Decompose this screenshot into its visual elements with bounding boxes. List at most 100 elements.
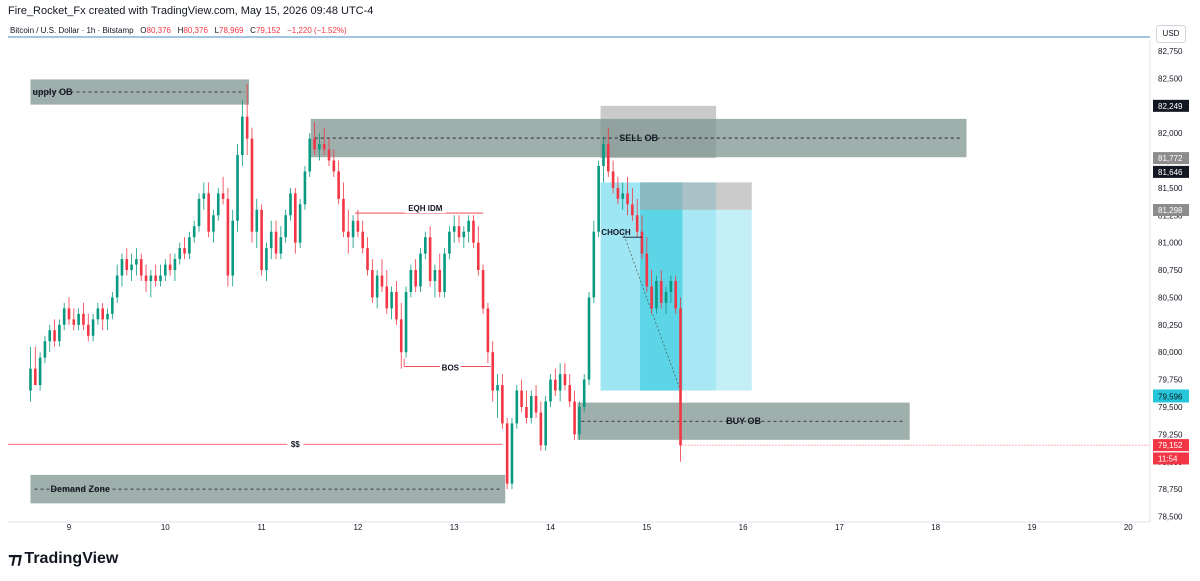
candle-body (106, 313, 109, 320)
candle-body (67, 308, 71, 320)
y-tick-label: 78,500 (1158, 513, 1183, 522)
candle-body (529, 396, 533, 418)
candle-body (679, 308, 682, 446)
annotation-label: $$ (291, 440, 300, 449)
candle-body (563, 374, 567, 386)
zone-label: BUY OB (726, 416, 761, 426)
candle-body (520, 390, 523, 407)
y-tick-label: 80,250 (1158, 321, 1183, 330)
candle-body (250, 138, 254, 232)
candle-body (664, 291, 668, 303)
candle-body (144, 275, 148, 281)
price-tags: 82,24981,77281,64681,29879,60579,59679,1… (1153, 99, 1189, 465)
candle-body (279, 237, 283, 254)
annotation-label: BOS (442, 363, 460, 372)
x-tick-label: 13 (450, 523, 459, 532)
candle-body (337, 171, 340, 199)
candle-body (130, 264, 133, 271)
candle-body (380, 275, 384, 287)
candle-body (62, 308, 66, 325)
candle-body (549, 379, 552, 402)
price-tag-label: 81,772 (1158, 154, 1183, 163)
symbol-name[interactable]: Bitcoin / U.S. Dollar · 1h · Bitstamp (10, 26, 134, 35)
position-box (640, 182, 752, 210)
candle-body (443, 253, 446, 292)
candle-body (491, 352, 495, 391)
tv-logo-icon: ⁊⁊ (8, 551, 22, 568)
y-tick-label: 82,750 (1158, 47, 1183, 56)
candle-body (635, 215, 639, 232)
candle-body (452, 226, 456, 232)
candle-body (467, 220, 470, 232)
candle-body (154, 275, 157, 281)
grid (8, 36, 1151, 523)
candle-body (476, 242, 480, 271)
price-tag-bg (1153, 390, 1189, 403)
candle-body (592, 231, 596, 298)
candle-body (236, 155, 239, 221)
zone-label: Demand Zone (50, 484, 110, 494)
candle-body (645, 253, 649, 287)
candle-body (202, 193, 206, 199)
candle-body (192, 226, 196, 238)
candle-body (77, 313, 80, 325)
price-tag-bg (1153, 99, 1189, 112)
candle-body (241, 116, 244, 156)
zone-label: SELL OB (619, 133, 658, 143)
candle-body (91, 319, 95, 336)
candle-body (274, 231, 278, 254)
candle-body (462, 231, 466, 238)
candle-body (424, 237, 427, 254)
open-label: O (140, 26, 147, 35)
x-tick-label: 17 (835, 523, 844, 532)
candle-body (486, 308, 490, 353)
candle-body (164, 264, 167, 276)
annotations: EQH IDM BOS CHOCH $$ (8, 203, 1150, 450)
candle-body (53, 330, 56, 342)
candle-body (597, 165, 600, 232)
candle-body (650, 286, 653, 309)
candles (29, 83, 682, 490)
candle-body (505, 423, 509, 484)
candle-body (43, 341, 47, 358)
price-tag-bg (1153, 204, 1189, 217)
zone-label: upply OB (32, 87, 72, 97)
candle-body (125, 259, 129, 271)
candle-body (438, 270, 442, 292)
candle-body (525, 406, 528, 418)
candle-body (554, 379, 557, 391)
candle-body (298, 204, 302, 243)
candle-body (82, 313, 85, 325)
candle-body (183, 248, 186, 254)
price-tag-bg (1153, 439, 1189, 452)
annotation-bg (287, 439, 304, 450)
annotation-label: CHOCH (601, 228, 631, 237)
price-tag-label: 82,249 (1158, 102, 1183, 111)
y-tick-label: 80,000 (1158, 348, 1183, 357)
tradingview-logo[interactable]: ⁊⁊ TradingView (8, 549, 118, 569)
currency-button[interactable]: USD (1156, 25, 1186, 43)
y-tick-label: 82,500 (1158, 74, 1183, 83)
symbol-info: Bitcoin / U.S. Dollar · 1h · Bitstamp O8… (10, 26, 347, 35)
candle-body (115, 275, 119, 298)
candle-body (58, 324, 61, 342)
price-tag-label: 79,152 (1158, 441, 1183, 450)
candle-body (534, 396, 538, 413)
candle-body (558, 374, 562, 391)
candle-body (188, 237, 191, 254)
candle-body (96, 308, 100, 320)
candle-body (611, 171, 615, 188)
candle-body (578, 406, 581, 435)
annotation-label: EQH IDM (408, 204, 443, 213)
candle-body (659, 281, 663, 303)
candle-body (385, 286, 389, 309)
candle-body (29, 368, 32, 391)
candle-body (399, 319, 403, 353)
candle-body (72, 319, 76, 325)
candle-body (231, 220, 235, 276)
candle-body (621, 193, 625, 199)
candle-body (472, 220, 475, 243)
position-box (716, 209, 752, 391)
candle-body (390, 291, 393, 309)
